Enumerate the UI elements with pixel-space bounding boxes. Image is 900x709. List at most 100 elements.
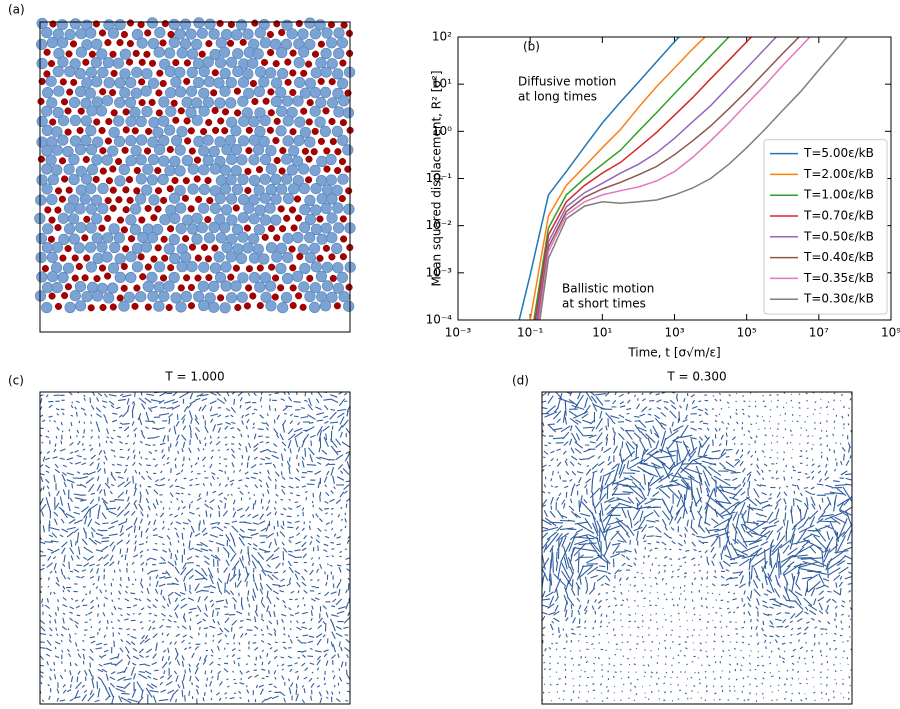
displacement-arrow [148, 676, 151, 678]
displacement-arrow [56, 409, 59, 410]
large-particle [86, 67, 97, 78]
displacement-arrow [538, 599, 550, 601]
displacement-arrow [171, 522, 173, 525]
displacement-arrow [110, 542, 114, 547]
large-particle [75, 86, 86, 97]
displacement-arrow [169, 662, 171, 665]
displacement-arrow [729, 686, 730, 687]
large-particle [305, 78, 316, 89]
large-particle [191, 98, 202, 109]
displacement-arrow [196, 685, 199, 687]
displacement-arrow [210, 662, 214, 665]
displacement-arrow [324, 508, 329, 509]
displacement-arrow [71, 598, 73, 599]
displacement-arrow [124, 619, 128, 620]
displacement-arrow [166, 682, 172, 686]
displacement-arrow [836, 626, 837, 628]
displacement-arrow [142, 404, 145, 410]
displacement-arrow [748, 431, 750, 433]
displacement-arrow [339, 669, 340, 671]
displacement-arrow [344, 491, 347, 494]
displacement-arrow [135, 541, 137, 545]
displacement-arrow [629, 621, 631, 622]
displacement-arrow [111, 521, 118, 524]
displacement-arrow [109, 395, 117, 397]
displacement-arrow [542, 435, 546, 437]
displacement-arrow [563, 432, 569, 439]
displacement-arrow [843, 642, 844, 643]
displacement-arrow [252, 561, 256, 569]
displacement-arrow [302, 528, 304, 531]
displacement-arrow [96, 414, 101, 418]
small-particle [280, 147, 287, 154]
displacement-arrow [189, 591, 191, 594]
displacement-arrow [642, 573, 643, 574]
displacement-arrow [339, 399, 344, 406]
displacement-arrow [205, 643, 207, 644]
displacement-arrow [296, 694, 299, 701]
displacement-arrow [62, 661, 63, 663]
displacement-arrow [206, 684, 207, 687]
displacement-arrow [246, 567, 248, 576]
displacement-arrow [204, 628, 208, 629]
displacement-arrow [344, 617, 350, 623]
displacement-arrow [712, 409, 714, 410]
displacement-arrow [147, 558, 151, 561]
small-particle [156, 110, 163, 117]
small-particle [48, 60, 55, 67]
displacement-arrow [606, 599, 608, 600]
displacement-arrow [134, 488, 137, 496]
displacement-arrow [687, 520, 688, 527]
large-particle [36, 252, 47, 263]
large-particle [193, 77, 204, 88]
displacement-arrow [786, 691, 787, 692]
small-particle [110, 205, 117, 212]
displacement-arrow [576, 529, 583, 532]
displacement-arrow [139, 504, 143, 511]
large-particle [236, 253, 247, 264]
displacement-arrow [196, 556, 200, 558]
large-particle [159, 291, 170, 302]
displacement-arrow [148, 476, 152, 480]
displacement-arrow [742, 637, 744, 638]
small-particle [305, 61, 312, 68]
displacement-arrow [777, 626, 784, 627]
displacement-arrow [338, 514, 340, 517]
displacement-arrow [338, 654, 339, 658]
displacement-arrow [763, 621, 764, 625]
displacement-arrow [99, 664, 103, 666]
displacement-arrow [246, 619, 251, 620]
displacement-arrow [715, 678, 716, 680]
large-particle [310, 29, 321, 40]
displacement-arrow [118, 399, 126, 400]
displacement-arrow [570, 479, 573, 481]
displacement-arrow [305, 668, 308, 671]
small-particle [132, 128, 139, 135]
large-particle [177, 48, 188, 59]
small-particle [188, 302, 195, 309]
displacement-arrow [225, 523, 230, 524]
displacement-arrow [700, 643, 702, 645]
displacement-arrow [304, 590, 308, 593]
displacement-arrow [556, 684, 558, 685]
small-particle [273, 137, 280, 144]
small-particle [306, 156, 313, 163]
large-particle [135, 194, 146, 205]
displacement-arrow [784, 452, 785, 454]
displacement-arrow [548, 443, 551, 444]
large-particle [238, 212, 249, 223]
displacement-arrow [769, 607, 773, 609]
displacement-arrow [845, 556, 857, 562]
displacement-arrow [571, 448, 574, 454]
displacement-arrow [608, 690, 609, 692]
large-particle [253, 145, 264, 156]
displacement-arrow [566, 459, 567, 461]
displacement-arrow [590, 442, 596, 443]
displacement-arrow [64, 575, 66, 579]
displacement-arrow [183, 419, 185, 424]
small-particle [38, 98, 45, 105]
large-particle [126, 116, 137, 127]
displacement-arrow [657, 628, 658, 629]
displacement-arrow [683, 557, 687, 558]
displacement-arrow [316, 399, 319, 403]
